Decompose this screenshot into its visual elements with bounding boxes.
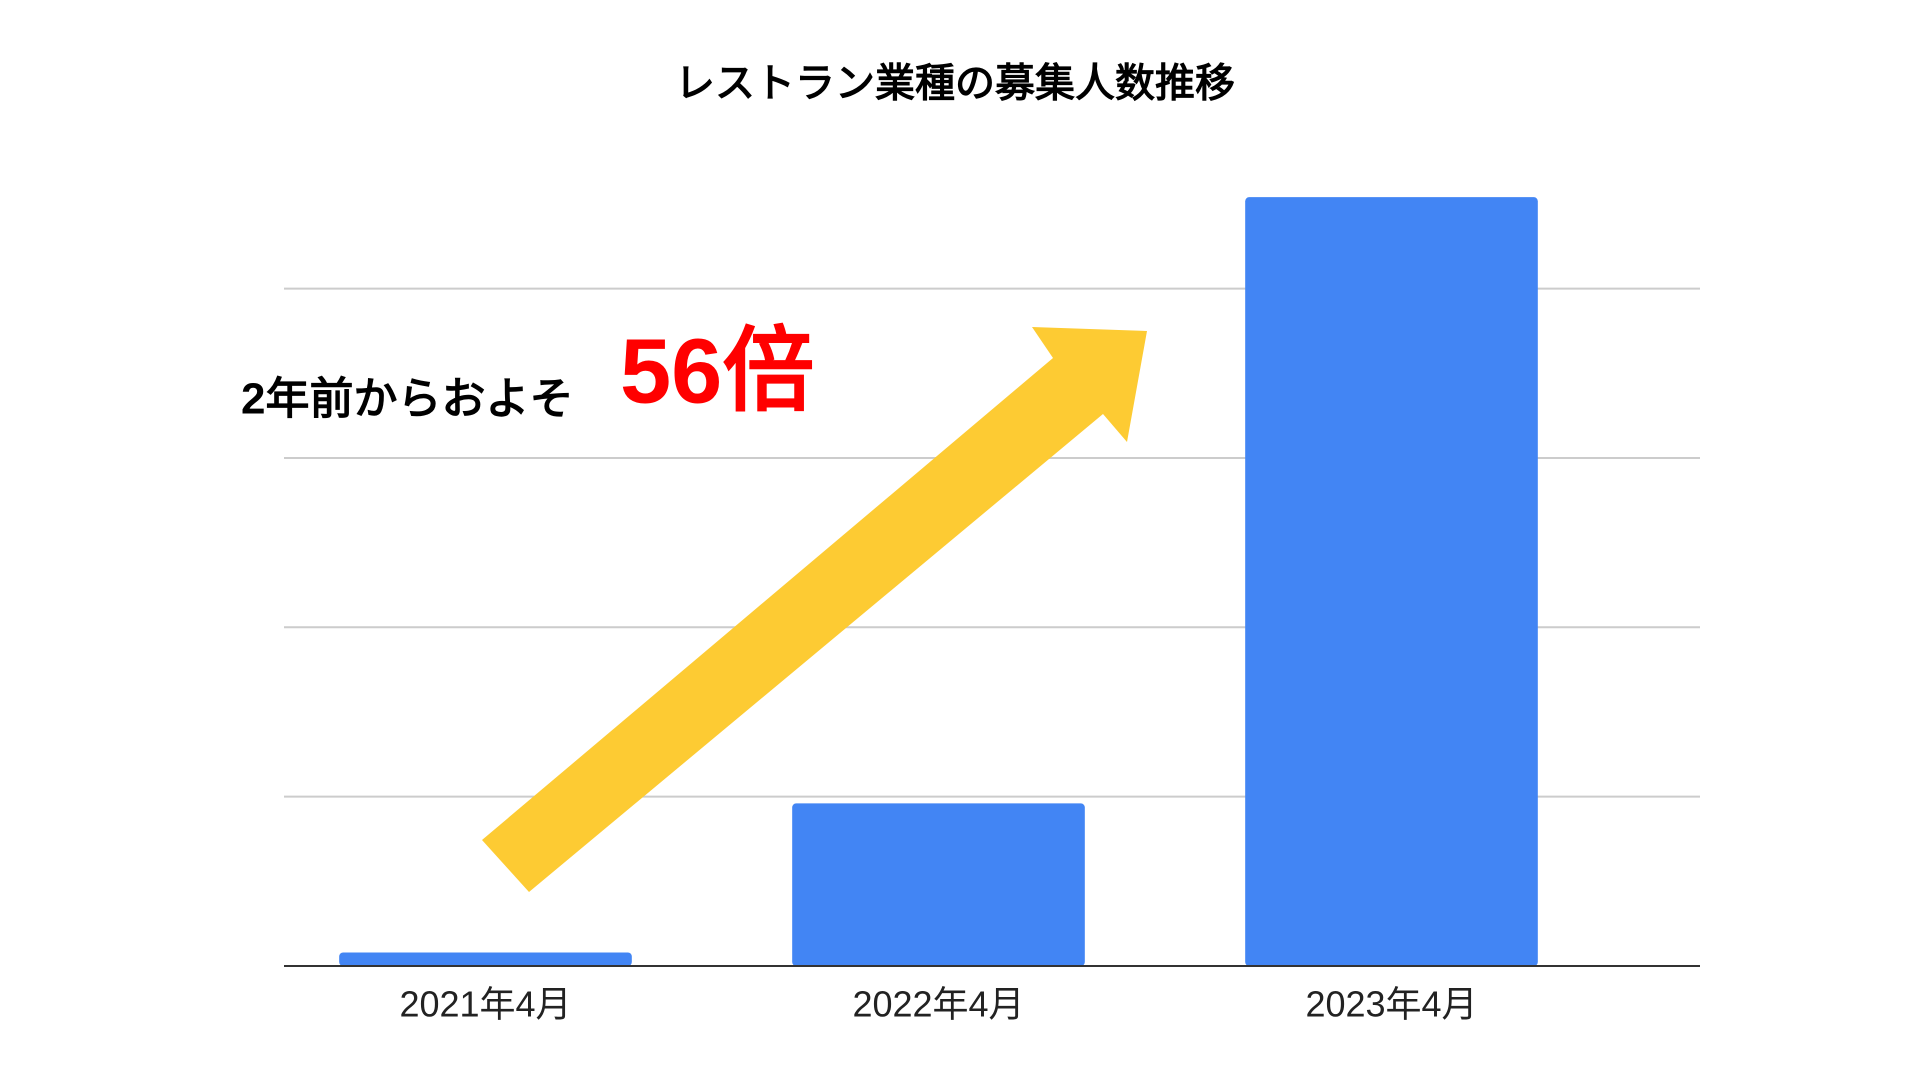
- x-tick-label: 2022年4月: [852, 984, 1024, 1025]
- bar: [792, 803, 1085, 966]
- bar: [339, 952, 632, 966]
- chart-title: レストラン業種の募集人数推移: [675, 62, 1235, 106]
- bar: [1245, 197, 1538, 966]
- x-tick-label: 2023年4月: [1305, 984, 1477, 1025]
- annotation-highlight: 56倍: [620, 320, 814, 422]
- trend-arrow: [482, 327, 1147, 892]
- bars: [339, 197, 1538, 966]
- annotation: 2年前からおよそ: [241, 375, 573, 424]
- x-tick-label: 2021年4月: [399, 984, 571, 1025]
